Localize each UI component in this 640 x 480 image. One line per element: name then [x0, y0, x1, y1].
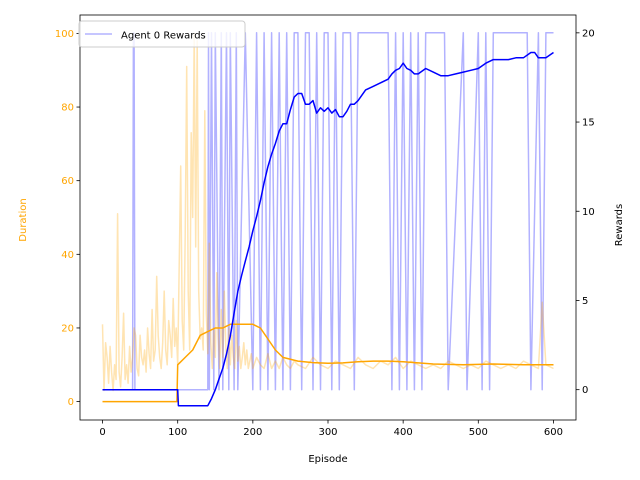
y-left-tick-label: 80 [61, 103, 74, 114]
plot-area [80, 15, 576, 420]
y-left-tick-label: 20 [61, 323, 74, 334]
x-tick-label: 100 [168, 427, 187, 438]
x-axis-label: Episode [308, 454, 347, 465]
series-line-left-moving-average [102, 323, 554, 403]
x-axis: 0 100 200 300 400 500 600 [99, 420, 563, 438]
y-axis-right: 0 5 10 15 20 [576, 28, 595, 396]
y-right-tick-label: 0 [582, 385, 588, 396]
legend-label-rewards: Agent 0 Rewards [121, 31, 206, 42]
series-line-right-raw [102, 32, 554, 391]
y-left-tick-label: 100 [55, 29, 74, 40]
series-layer [101, 32, 554, 407]
y-right-tick-label: 20 [582, 28, 595, 39]
y-axis-left-label: Duration [18, 198, 29, 241]
y-axis-right-label: Rewards [614, 204, 625, 246]
y-left-tick-label: 60 [61, 176, 74, 187]
series-line-left-raw [101, 32, 554, 392]
x-tick-label: 500 [469, 427, 488, 438]
y-left-tick-label: 40 [61, 250, 74, 261]
x-tick-label: 600 [544, 427, 563, 438]
x-tick-label: 400 [394, 427, 413, 438]
series-line-right-moving-average [102, 51, 554, 407]
x-tick-label: 200 [243, 427, 262, 438]
y-left-tick-label: 0 [68, 397, 74, 408]
y-right-tick-label: 10 [582, 207, 595, 218]
x-tick-label: 300 [318, 427, 337, 438]
y-axis-left: 0 20 40 60 80 100 [55, 29, 80, 408]
y-right-tick-label: 15 [582, 118, 595, 129]
legend-box [78, 20, 246, 48]
x-tick-label: 0 [99, 427, 105, 438]
y-right-tick-label: 5 [582, 296, 588, 307]
legend: Agent 0 Rewards [78, 20, 246, 48]
